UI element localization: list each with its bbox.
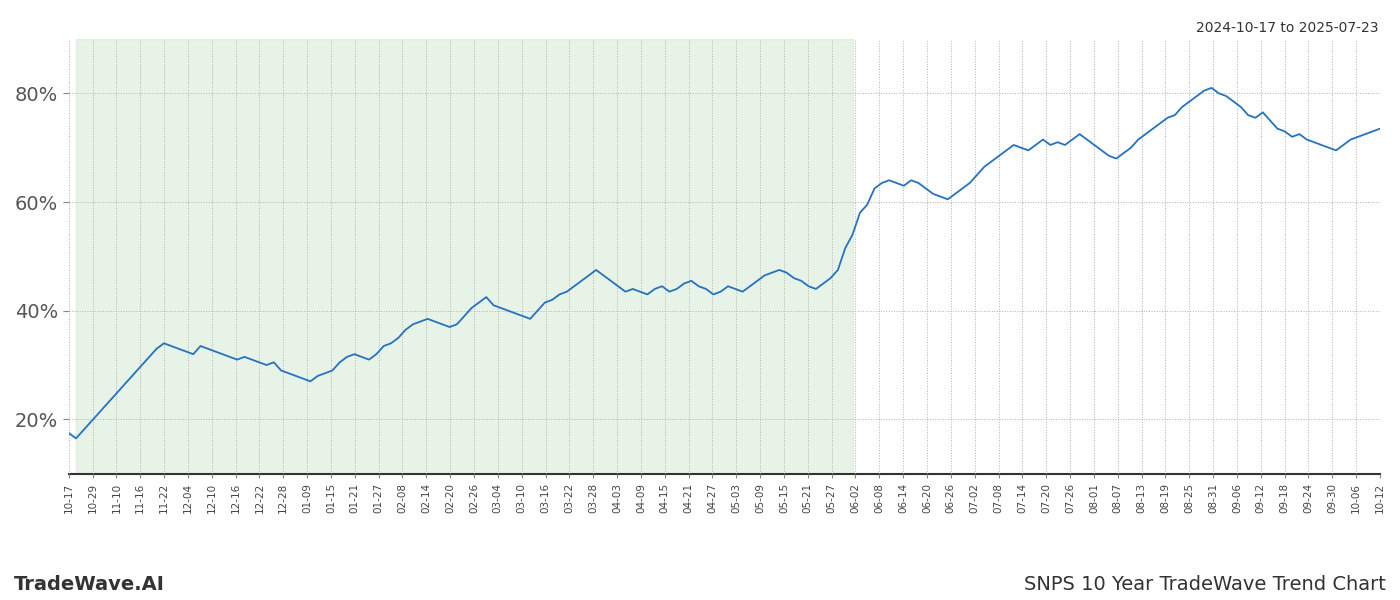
Text: 2024-10-17 to 2025-07-23: 2024-10-17 to 2025-07-23 — [1197, 21, 1379, 35]
Text: SNPS 10 Year TradeWave Trend Chart: SNPS 10 Year TradeWave Trend Chart — [1025, 575, 1386, 594]
Bar — [76, 39, 853, 474]
Text: TradeWave.AI: TradeWave.AI — [14, 575, 165, 594]
